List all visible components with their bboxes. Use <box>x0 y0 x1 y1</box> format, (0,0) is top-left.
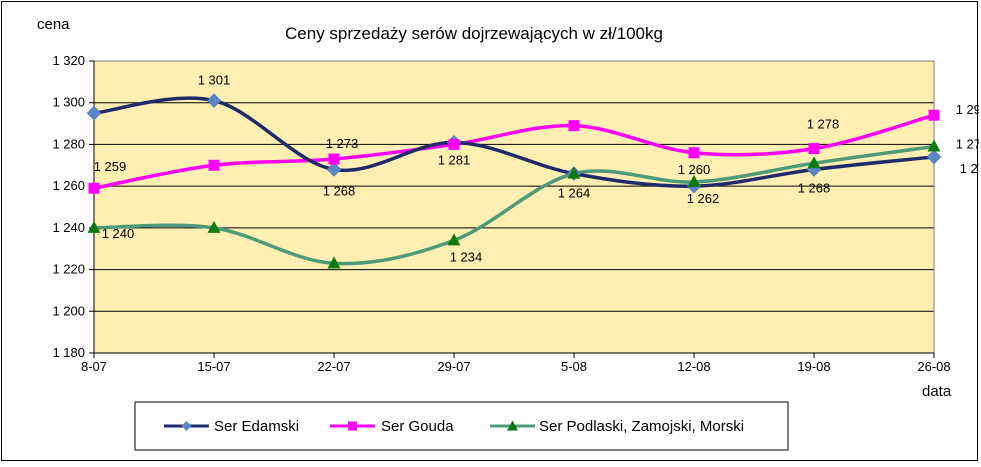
y-tick-label: 1 280 <box>52 136 85 151</box>
marker-podlaski <box>447 233 461 246</box>
marker-gouda <box>688 147 700 159</box>
marker-podlaski <box>87 220 101 233</box>
chart-title: Ceny sprzedaży serów dojrzewających w zł… <box>285 24 663 43</box>
legend-marker-edamski <box>181 421 192 431</box>
y-tick-label: 1 180 <box>52 345 85 360</box>
y-axis-title: cena <box>37 16 70 33</box>
marker-edamski <box>326 162 342 177</box>
series-line-podlaski <box>92 144 936 266</box>
marker-gouda <box>328 153 340 165</box>
marker-gouda <box>448 138 460 150</box>
data-label-podlaski: 1 279 <box>956 137 979 152</box>
marker-podlaski <box>927 139 941 152</box>
x-tick-label: 19-08 <box>797 359 830 374</box>
data-label-gouda: 1 259 <box>94 159 127 174</box>
y-tick-label: 1 240 <box>52 220 85 235</box>
marker-podlaski <box>807 156 821 169</box>
x-tick-label: 8-07 <box>81 359 107 374</box>
legend-marker-podlaski <box>507 420 518 431</box>
y-tick-label: 1 300 <box>52 95 85 110</box>
legend-label-edamski: Ser Edamski <box>214 418 299 435</box>
marker-edamski <box>86 105 102 121</box>
legend-item-gouda: Ser Gouda <box>330 418 454 435</box>
data-label-edamski: 1 281 <box>438 152 471 167</box>
series-line-edamski <box>92 96 936 188</box>
marker-gouda <box>808 143 820 155</box>
y-tick-label: 1 200 <box>52 303 85 318</box>
x-tick-label: 12-08 <box>677 359 710 374</box>
marker-gouda <box>568 120 580 132</box>
data-markers <box>86 93 942 269</box>
marker-gouda <box>208 159 220 171</box>
marker-gouda <box>928 109 940 121</box>
data-label-edamski: 1 268 <box>798 180 831 195</box>
marker-podlaski <box>207 220 221 233</box>
axes: 1 180 1 200 1 220 1 240 1 260 1 280 1 300 1 320… <box>52 53 950 374</box>
data-label-podlaski: 1 262 <box>687 191 720 206</box>
legend-box <box>134 401 789 451</box>
data-label-gouda: 1 273 <box>326 136 359 151</box>
legend-item-podlaski: Ser Podlaski, Zamojski, Morski <box>490 418 744 435</box>
data-label-gouda: 1 294 <box>956 102 979 117</box>
x-tick-label: 22-07 <box>317 359 350 374</box>
marker-gouda <box>88 182 100 194</box>
data-label-podlaski: 1 240 <box>102 226 135 241</box>
marker-podlaski <box>327 256 341 269</box>
data-label-edamski: 1 274 <box>960 161 979 176</box>
marker-podlaski <box>687 174 701 187</box>
legend: Ser Edamski Ser Gouda Ser Podlaski, Zamo… <box>134 401 789 451</box>
data-label-edamski: 1 264 <box>558 186 591 201</box>
marker-edamski <box>206 93 222 108</box>
marker-podlaski <box>567 166 581 179</box>
series-line-gouda <box>92 113 936 190</box>
legend-label-gouda: Ser Gouda <box>381 418 454 435</box>
x-tick-label: 15-07 <box>197 359 230 374</box>
data-label-edamski: 1 301 <box>198 73 231 88</box>
data-label-podlaski: 1 234 <box>450 249 483 264</box>
marker-edamski <box>926 149 942 165</box>
x-tick-label: 5-08 <box>561 359 587 374</box>
data-label-edamski: 1 268 <box>323 183 356 198</box>
legend-label-podlaski: Ser Podlaski, Zamojski, Morski <box>539 418 744 435</box>
y-tick-label: 1 260 <box>52 178 85 193</box>
legend-item-edamski: Ser Edamski <box>164 418 299 435</box>
x-tick-label: 29-07 <box>437 359 470 374</box>
data-label-edamski: 1 260 <box>678 162 711 177</box>
series-lines <box>92 96 936 266</box>
data-labels: 1 301 1 268 1 281 1 264 1 260 1 268 1 274 1 259… <box>94 73 981 265</box>
x-axis-title: data <box>922 383 952 400</box>
y-tick-label: 1 320 <box>52 53 85 68</box>
y-tick-label: 1 220 <box>52 262 85 277</box>
data-label-gouda: 1 278 <box>807 117 840 132</box>
legend-marker-gouda <box>348 421 357 431</box>
x-tick-label: 26-08 <box>917 359 950 374</box>
